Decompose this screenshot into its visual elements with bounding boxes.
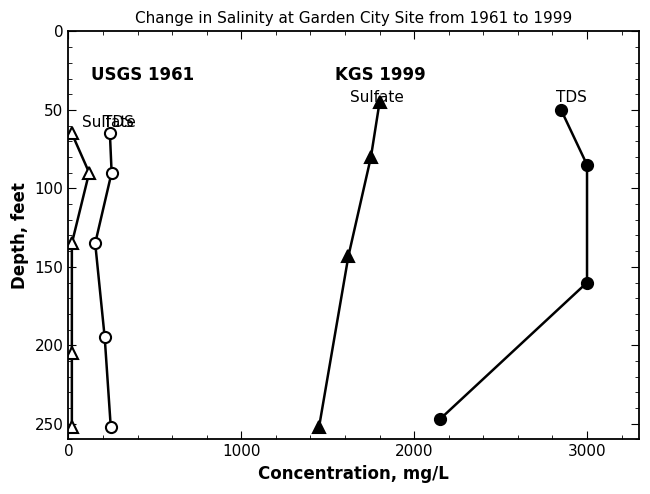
Text: TDS: TDS [103,115,134,129]
Text: KGS 1999: KGS 1999 [335,66,425,84]
X-axis label: Concentration, mg/L: Concentration, mg/L [258,465,449,483]
Text: Sulfate: Sulfate [83,115,136,129]
Text: Sulfate: Sulfate [350,89,404,105]
Text: TDS: TDS [556,89,587,105]
Title: Change in Salinity at Garden City Site from 1961 to 1999: Change in Salinity at Garden City Site f… [135,11,572,26]
Y-axis label: Depth, feet: Depth, feet [11,182,29,289]
Text: USGS 1961: USGS 1961 [91,66,194,84]
